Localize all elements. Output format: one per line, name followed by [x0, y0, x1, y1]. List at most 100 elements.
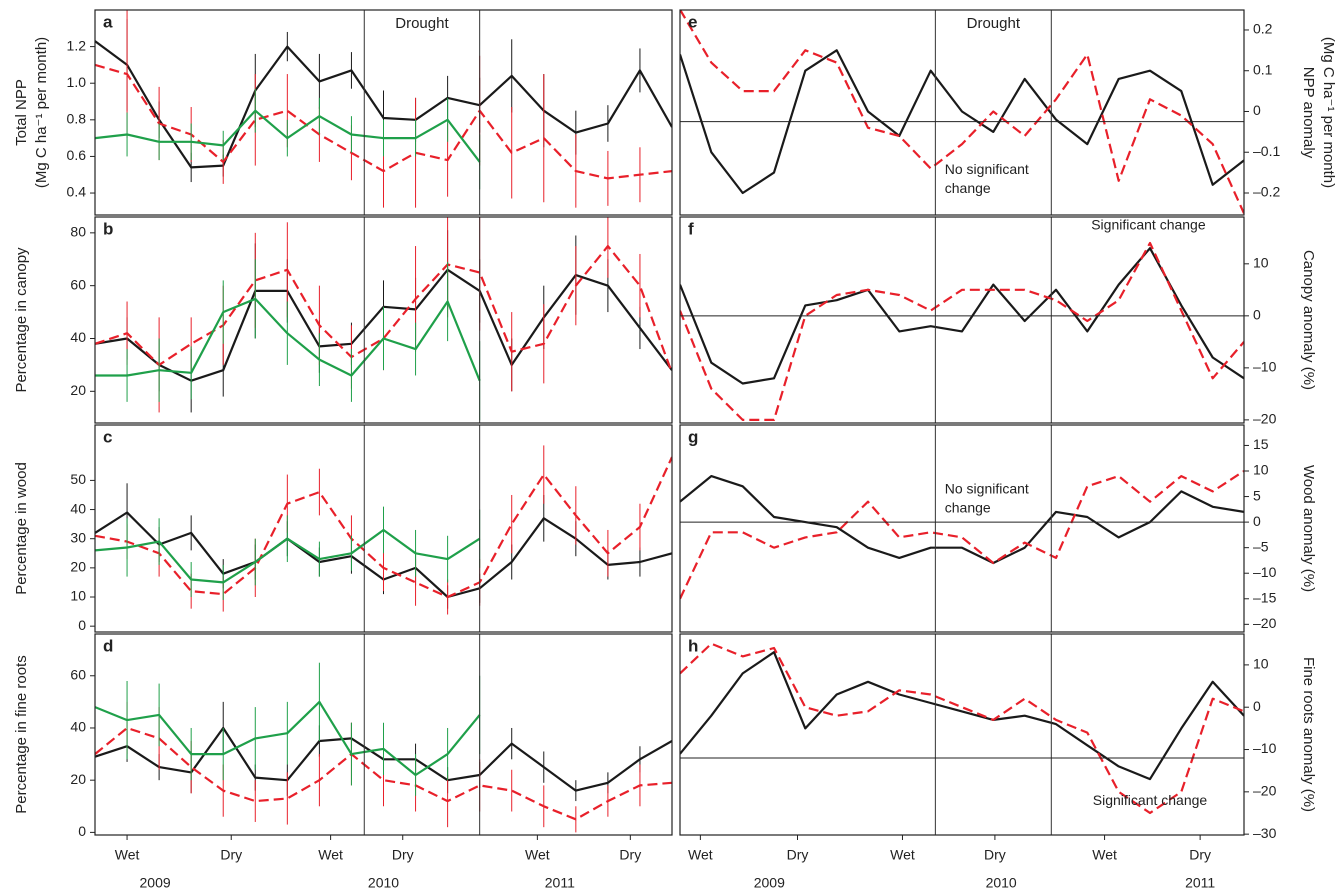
y-tick-label: 40	[70, 329, 86, 345]
y-tick-label: 1.2	[67, 37, 87, 53]
series-line	[680, 241, 1244, 421]
panel	[680, 241, 1244, 421]
y-tick-label: 0	[1253, 698, 1261, 714]
y-tick-label: 80	[70, 224, 86, 240]
y-axis-label: Percentage in fine roots	[13, 655, 30, 813]
x-tick-label: Wet	[1092, 847, 1117, 863]
y-tick-label: 5	[1253, 487, 1261, 503]
y-tick-label: –0.2	[1253, 184, 1280, 200]
y-tick-label: –20	[1253, 615, 1277, 631]
y-tick-label: –10	[1253, 740, 1277, 756]
y-axis-label: Wood anomaly (%)	[1300, 465, 1317, 592]
panel-letter: g	[688, 427, 698, 446]
year-label: 2011	[1185, 875, 1215, 891]
x-tick-label: Dry	[1189, 847, 1211, 863]
panel	[95, 217, 672, 421]
y-tick-label: –10	[1253, 359, 1277, 375]
panel-letter: d	[103, 636, 113, 655]
year-label: 2010	[368, 875, 399, 891]
y-tick-label: 0.6	[67, 147, 87, 163]
panel-frame	[94, 216, 673, 424]
panel-letter: e	[688, 12, 697, 31]
series-line	[95, 700, 481, 777]
x-tick-label: Dry	[220, 847, 242, 863]
y-tick-label: 0	[1253, 307, 1261, 323]
series-line	[680, 10, 1244, 214]
series-line	[680, 247, 1244, 385]
panel-letter: b	[103, 219, 113, 238]
y-tick-label: 0.8	[67, 111, 87, 127]
year-label: 2011	[545, 875, 575, 891]
x-tick-label: Dry	[787, 847, 809, 863]
drought-label: Drought	[395, 15, 449, 32]
y-axis-label: NPP anomaly	[1300, 67, 1317, 159]
y-axis-label: Total NPP	[13, 79, 30, 146]
y-tick-label: 60	[70, 666, 86, 682]
panel-letter: a	[103, 12, 113, 31]
y-tick-label: –20	[1253, 411, 1277, 427]
annotation: Significant change	[1093, 792, 1208, 808]
series-line	[95, 40, 672, 169]
panel-letter: f	[688, 219, 694, 238]
y-tick-label: 1.0	[67, 74, 87, 90]
year-label: 2009	[754, 875, 785, 891]
annotation: Significant change	[1091, 217, 1206, 233]
y-tick-label: 20	[70, 559, 86, 575]
annotation: change	[945, 500, 991, 516]
series-line	[95, 297, 481, 382]
y-tick-label: –0.1	[1253, 143, 1280, 159]
y-tick-label: –10	[1253, 564, 1277, 580]
y-tick-label: 0.4	[67, 184, 87, 200]
panel	[680, 10, 1244, 214]
panel-frame	[679, 9, 1245, 216]
y-axis-label: Percentage in canopy	[13, 247, 30, 393]
series-line	[680, 651, 1244, 781]
y-tick-label: –15	[1253, 589, 1277, 605]
panel	[95, 10, 672, 208]
y-tick-label: 0	[1253, 102, 1261, 118]
panel-frame	[94, 9, 673, 216]
series-line	[95, 109, 481, 163]
x-tick-label: Wet	[318, 847, 343, 863]
y-tick-label: 10	[1253, 656, 1269, 672]
series-line	[680, 49, 1244, 195]
panel	[680, 642, 1244, 815]
x-tick-label: Wet	[525, 847, 550, 863]
year-label: 2010	[986, 875, 1017, 891]
series-line	[95, 528, 481, 584]
panel-frame	[679, 633, 1245, 836]
series-line	[95, 245, 672, 374]
y-tick-label: 20	[70, 382, 86, 398]
y-tick-label: –5	[1253, 538, 1269, 554]
y-tick-label: –20	[1253, 783, 1277, 799]
series-line	[95, 726, 672, 821]
y-tick-label: 15	[1253, 436, 1269, 452]
annotation: change	[945, 180, 991, 196]
panel-frame	[94, 633, 673, 836]
x-tick-label: Dry	[392, 847, 414, 863]
y-axis-label: Percentage in wood	[13, 462, 30, 595]
series-line	[680, 642, 1244, 815]
x-tick-label: Dry	[984, 847, 1006, 863]
year-label: 2009	[140, 875, 171, 891]
y-axis-label: (Mg C ha⁻¹ per month)	[33, 37, 50, 188]
series-line	[95, 456, 672, 599]
y-tick-label: 10	[1253, 255, 1269, 271]
drought-label: Drought	[967, 15, 1021, 32]
y-tick-label: 0	[1253, 513, 1261, 529]
y-tick-label: 0	[78, 823, 86, 839]
y-tick-label: 60	[70, 276, 86, 292]
x-tick-label: Wet	[688, 847, 713, 863]
y-tick-label: 50	[70, 471, 86, 487]
y-axis-label: Canopy anomaly (%)	[1300, 250, 1317, 390]
x-tick-label: Wet	[115, 847, 140, 863]
y-tick-label: 10	[70, 588, 86, 604]
x-tick-label: Dry	[619, 847, 641, 863]
panel	[95, 662, 672, 833]
annotation: No significant	[945, 481, 1029, 497]
annotation: No significant	[945, 161, 1029, 177]
y-tick-label: 0.1	[1253, 61, 1273, 77]
series-line	[680, 470, 1244, 600]
drought-box	[363, 9, 481, 216]
